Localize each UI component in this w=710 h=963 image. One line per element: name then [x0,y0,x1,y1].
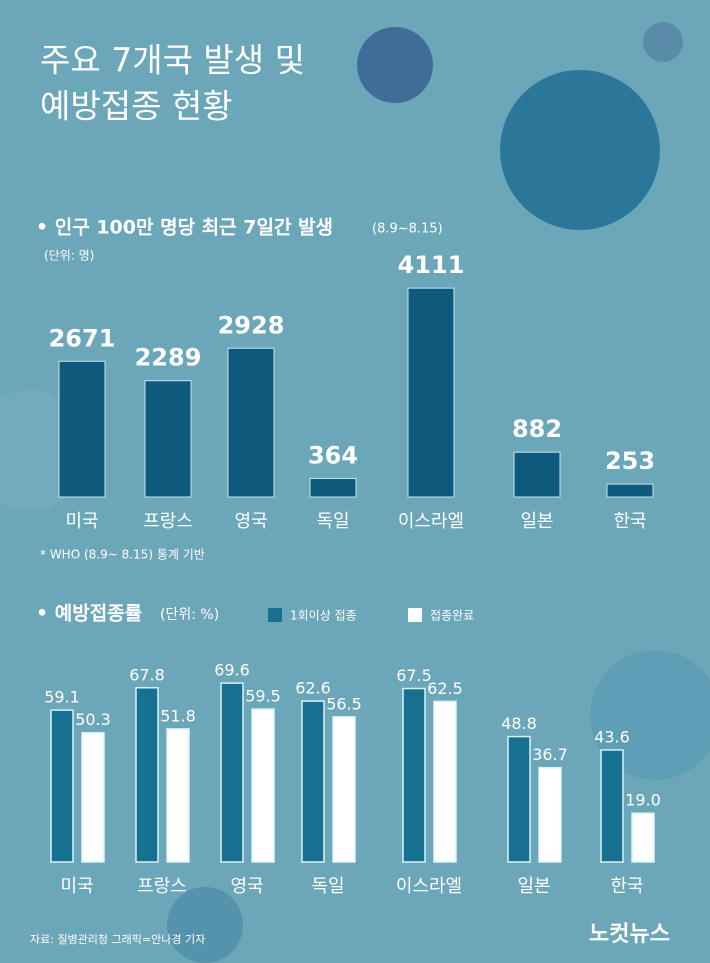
category-label: 일본 [517,876,550,897]
category-label: 영국 [234,511,267,532]
bar [402,687,426,863]
bar [220,682,244,863]
category-label: 영국 [230,876,263,897]
legend-label: 1회이상 접종 [290,609,357,623]
value-label: 59.1 [44,688,80,707]
chart-title: • 예방접종률 [36,603,142,625]
bar [227,347,275,498]
value-label: 882 [512,415,562,443]
unit: (단위: %) [160,607,219,623]
value-label: 62.6 [295,679,331,698]
value-label: 4111 [398,251,465,279]
period: (8.9~8.15) [372,222,443,237]
bar [135,687,159,863]
category-label: 한국 [613,511,646,532]
value-label: 2928 [218,311,285,339]
footer: 자료: 질병관리청 그래픽=안나경 기자 [30,933,205,946]
bar [309,478,357,498]
legend-label: 접종완료 [430,609,474,623]
value-label: 67.5 [396,666,432,685]
bar [407,287,455,498]
value-label: 2671 [49,324,116,352]
value-label: 50.3 [75,710,111,729]
value-label: 67.8 [129,665,165,684]
value-label: 43.6 [594,727,630,746]
category-label: 독일 [311,876,344,897]
bar [513,451,561,498]
value-label: 253 [605,447,655,475]
bar [332,716,356,863]
bar [631,812,655,863]
bar [600,749,624,863]
unit: (단위: 명) [44,249,94,263]
bar [81,731,105,863]
bar [538,766,562,863]
category-label: 미국 [65,511,98,532]
category-label: 독일 [316,511,349,532]
value-label: 62.5 [427,679,463,698]
note: * WHO (8.9~ 8.15) 통계 기반 [40,548,205,562]
value-label: 48.8 [501,714,537,733]
bar [166,728,190,863]
bar [606,483,654,498]
value-label: 69.6 [214,661,250,680]
value-label: 51.8 [160,706,196,725]
value-label: 59.5 [245,687,281,706]
chart-title: • 인구 100만 명당 최근 7일간 발생 [36,217,333,239]
value-label: 2289 [135,344,202,372]
title: 예방접종 현황 [40,87,233,126]
category-label: 프랑스 [143,511,193,532]
category-label: 미국 [60,876,93,897]
category-label: 이스라엘 [398,511,464,532]
value-label: 56.5 [326,694,362,713]
value-label: 364 [308,442,358,470]
bar [144,380,192,498]
bar [50,709,74,863]
value-label: 36.7 [532,745,568,764]
value-label: 19.0 [625,791,661,810]
bar [58,360,106,498]
bar [433,700,457,863]
category-label: 이스라엘 [396,876,462,897]
legend-swatch [408,608,422,622]
bar [301,700,325,863]
legend-swatch [268,608,282,622]
title: 주요 7개국 발생 및 [40,41,305,80]
category-label: 일본 [520,511,553,532]
logo: 노컷뉴스 [589,922,670,947]
bar [251,708,275,863]
category-label: 한국 [610,876,643,897]
category-label: 프랑스 [137,876,187,897]
bar [507,735,531,863]
